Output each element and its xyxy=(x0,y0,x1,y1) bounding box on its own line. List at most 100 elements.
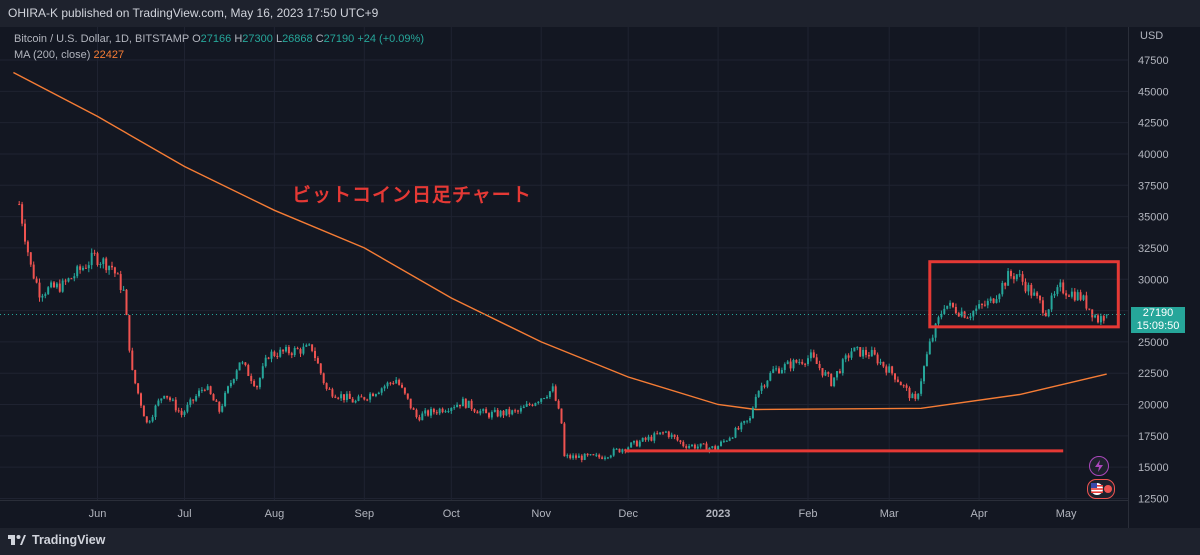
candle-body xyxy=(496,409,499,417)
candle-body xyxy=(896,379,899,382)
candle-body xyxy=(128,315,131,351)
candle-body xyxy=(18,204,21,206)
candle-body xyxy=(633,440,635,443)
candle-body xyxy=(195,396,198,401)
candle-body xyxy=(917,393,920,399)
candle-body xyxy=(198,390,200,397)
candle-body xyxy=(757,390,760,397)
candle-body xyxy=(1073,291,1076,301)
candle-body xyxy=(1047,309,1050,317)
candle-body xyxy=(55,283,58,288)
candle-body xyxy=(482,409,485,411)
candle-body xyxy=(1030,284,1033,296)
candle-body xyxy=(180,410,183,415)
candle-body xyxy=(1105,314,1108,316)
candle-body xyxy=(789,361,792,369)
candle-body xyxy=(844,355,847,360)
candle-body xyxy=(1027,284,1030,292)
candle-body xyxy=(224,392,227,406)
candle-body xyxy=(978,304,981,309)
candle-body xyxy=(551,386,554,392)
tradingview-icon xyxy=(8,535,26,545)
candle-body xyxy=(302,346,305,354)
x-tick-label: Mar xyxy=(880,508,899,520)
candle-body xyxy=(905,385,908,388)
candle-body xyxy=(618,448,621,453)
candle-body xyxy=(1088,308,1091,310)
x-tick-label: 2023 xyxy=(706,508,730,520)
candle-body xyxy=(151,417,154,422)
candle-body xyxy=(795,359,798,363)
candle-body xyxy=(659,432,662,435)
candle-body xyxy=(740,422,743,430)
candle-body xyxy=(598,454,601,458)
candle-body xyxy=(1010,271,1012,277)
candle-body xyxy=(166,395,169,398)
us-flag-icon[interactable] xyxy=(1087,479,1115,499)
candle-body xyxy=(64,280,67,282)
candle-body xyxy=(108,265,111,271)
candle-body xyxy=(174,399,177,411)
low-label: L xyxy=(275,33,283,45)
candle-body xyxy=(879,361,882,364)
y-tick-label: 37500 xyxy=(1138,180,1169,192)
candle-body xyxy=(96,253,99,265)
candle-body xyxy=(983,304,986,306)
candle-body xyxy=(815,357,818,364)
tradingview-brand: TradingView xyxy=(32,533,106,547)
candle-body xyxy=(601,457,604,459)
candle-body xyxy=(427,410,430,416)
candle-body xyxy=(189,399,192,405)
candle-body xyxy=(751,407,754,419)
candle-body xyxy=(203,389,206,391)
candle-body xyxy=(856,347,859,349)
x-tick-label: Nov xyxy=(531,508,551,520)
candle-body xyxy=(305,345,308,347)
candle-body xyxy=(1050,295,1053,310)
candle-body xyxy=(186,404,189,412)
candle-body xyxy=(685,446,688,448)
y-tick-label: 15000 xyxy=(1138,462,1169,474)
price-chart[interactable]: 1250015000175002000022500250002750030000… xyxy=(0,27,1200,528)
candle-body xyxy=(473,409,476,412)
candle-body xyxy=(227,386,229,393)
candle-body xyxy=(725,440,728,442)
candle-body xyxy=(505,409,508,416)
candle-body xyxy=(1018,274,1021,276)
candle-body xyxy=(763,385,766,387)
candle-body xyxy=(316,358,319,364)
candle-body xyxy=(360,396,363,398)
candle-body xyxy=(888,366,891,373)
candle-body xyxy=(377,392,380,395)
candle-body xyxy=(61,280,64,292)
candle-body xyxy=(798,361,801,363)
candle-body xyxy=(586,453,589,456)
bolt-icon[interactable] xyxy=(1089,456,1109,476)
candle-body xyxy=(731,437,734,439)
candle-body xyxy=(357,396,360,401)
candle-body xyxy=(705,443,708,451)
candle-body xyxy=(1094,315,1097,318)
candle-body xyxy=(543,398,546,400)
candle-body xyxy=(667,431,670,437)
candle-body xyxy=(650,436,653,441)
candle-body xyxy=(485,409,488,414)
candle-body xyxy=(508,409,511,415)
candle-body xyxy=(1036,292,1039,296)
candle-body xyxy=(218,401,221,412)
candle-body xyxy=(325,383,328,389)
candle-body xyxy=(534,403,537,406)
candle-body xyxy=(981,304,983,306)
candle-body xyxy=(1065,293,1068,296)
candle-body xyxy=(29,252,32,265)
y-tick-label: 45000 xyxy=(1138,86,1169,98)
candle-body xyxy=(247,365,250,376)
candle-body xyxy=(998,294,1001,300)
candle-body xyxy=(583,453,586,460)
chart-annotation: ビットコイン日足チャート xyxy=(292,184,532,206)
candle-body xyxy=(261,366,264,378)
candle-body xyxy=(93,252,96,254)
tradingview-logo[interactable]: TradingView xyxy=(8,533,105,547)
candle-body xyxy=(453,407,456,409)
candle-body xyxy=(502,410,505,416)
